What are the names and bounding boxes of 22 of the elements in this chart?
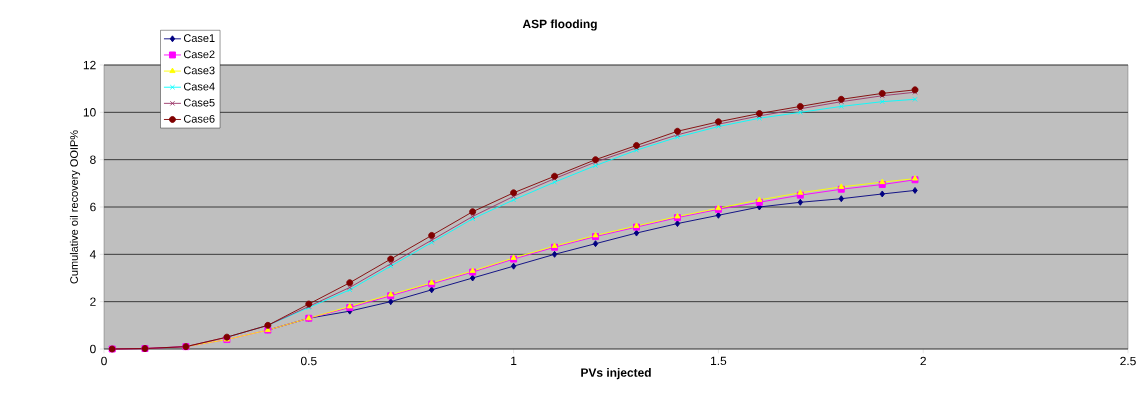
y-tick-label: 8: [90, 155, 96, 164]
legend-label: Case1: [183, 34, 215, 43]
legend-label: Case3: [183, 66, 215, 75]
x-tick-label: 1: [511, 356, 517, 365]
x-axis-title: PVs injected: [581, 368, 651, 380]
y-tick-label: 12: [83, 60, 96, 70]
legend-label: Case4: [183, 82, 215, 91]
x-tick-label: 0: [101, 356, 107, 366]
chart-title: ASP flooding: [522, 19, 597, 31]
x-tick-label: 0.5: [300, 356, 317, 366]
legend-label: Case2: [183, 50, 215, 59]
legend-label: Case6: [183, 114, 215, 123]
x-tick-label: 2.5: [1120, 356, 1136, 366]
legend-label: Case5: [183, 98, 215, 107]
y-tick-label: 10: [83, 108, 96, 117]
y-tick-label: 4: [89, 250, 96, 259]
y-tick-label: 2: [90, 297, 96, 306]
x-tick-label: 1.5: [711, 356, 727, 366]
y-tick-label: 0: [90, 344, 96, 354]
y-tick-label: 6: [90, 202, 96, 212]
y-axis-title: Cumulative oil recovery OOIP%: [69, 130, 81, 284]
x-tick-label: 2: [920, 356, 926, 366]
